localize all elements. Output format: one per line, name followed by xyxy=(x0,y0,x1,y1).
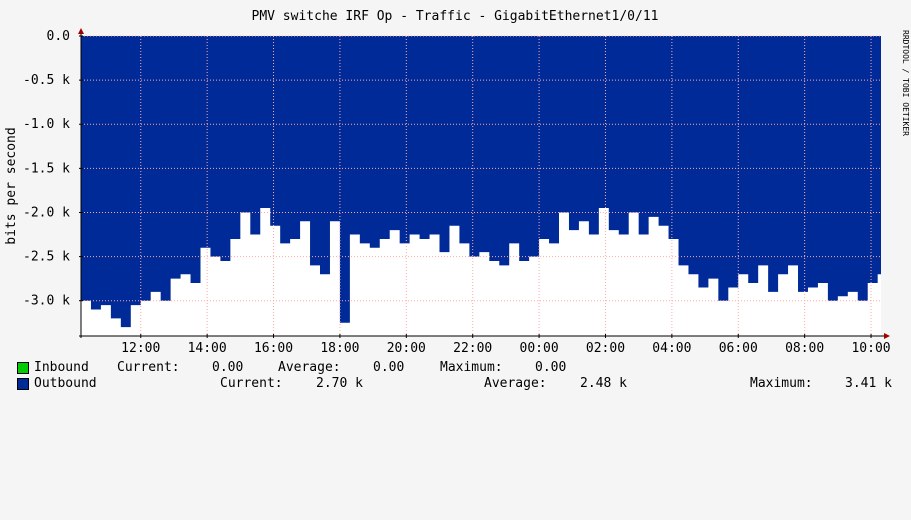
outbound-average-value: 2.48 k xyxy=(580,376,627,391)
outbound-label: Outbound xyxy=(34,376,97,391)
x-tick-label: 02:00 xyxy=(586,341,625,356)
chart-watermark: RRDTOOL / TOBI OETIKER xyxy=(901,30,910,136)
x-tick-label: 04:00 xyxy=(652,341,691,356)
y-axis-label: bits per second xyxy=(4,127,19,244)
y-tick-label: -1.0 k xyxy=(23,117,70,132)
outbound-maximum-value: 3.41 k xyxy=(845,376,892,391)
x-tick-label: 14:00 xyxy=(188,341,227,356)
x-tick-label: 16:00 xyxy=(254,341,293,356)
x-tick-label: 18:00 xyxy=(320,341,359,356)
x-tick-label: 06:00 xyxy=(719,341,758,356)
y-axis-arrow xyxy=(78,28,84,34)
outbound-swatch xyxy=(17,378,29,390)
y-tick-label: -1.5 k xyxy=(23,161,70,176)
plot-area: 0.0 -0.5 k -1.0 k -1.5 k -2.0 k -2.5 k -3.0 k 1… xyxy=(23,28,891,356)
inbound-current-label: Current: xyxy=(117,360,180,375)
outbound-area xyxy=(81,36,881,328)
inbound-average-label: Average: xyxy=(278,360,341,375)
inbound-label: Inbound xyxy=(34,360,89,375)
x-tick-label: 00:00 xyxy=(520,341,559,356)
x-tick-label: 22:00 xyxy=(453,341,492,356)
inbound-current-value: 0.00 xyxy=(212,360,244,375)
outbound-average-label: Average: xyxy=(484,376,547,391)
y-tick-label: -3.0 k xyxy=(23,294,70,309)
x-tick-label: 08:00 xyxy=(785,341,824,356)
legend-outbound: Outbound Current: 2.70 k Average: 2.48 k… xyxy=(0,376,892,392)
outbound-current-label: Current: xyxy=(220,376,283,391)
inbound-maximum-value: 0.00 xyxy=(535,360,567,375)
y-tick-label: -2.0 k xyxy=(23,205,70,220)
inbound-swatch xyxy=(17,362,29,374)
outbound-maximum-label: Maximum: xyxy=(750,376,813,391)
y-tick-label: -0.5 k xyxy=(23,73,70,88)
inbound-average-value: 0.00 xyxy=(373,360,405,375)
traffic-graph: PMV switche IRF Op - Traffic - GigabitEt… xyxy=(4,9,910,356)
y-tick-label: -2.5 k xyxy=(23,250,70,265)
x-tick-label: 12:00 xyxy=(121,341,160,356)
inbound-maximum-label: Maximum: xyxy=(440,360,503,375)
outbound-current-value: 2.70 k xyxy=(316,376,363,391)
x-tick-label: 20:00 xyxy=(387,341,426,356)
x-axis-arrow xyxy=(884,333,890,339)
y-tick-label: 0.0 xyxy=(47,29,70,44)
chart-title: PMV switche IRF Op - Traffic - GigabitEt… xyxy=(252,9,659,24)
x-tick-label: 10:00 xyxy=(851,341,890,356)
legend-inbound: Inbound Current: 0.00 Average: 0.00 Maxi… xyxy=(0,360,566,376)
